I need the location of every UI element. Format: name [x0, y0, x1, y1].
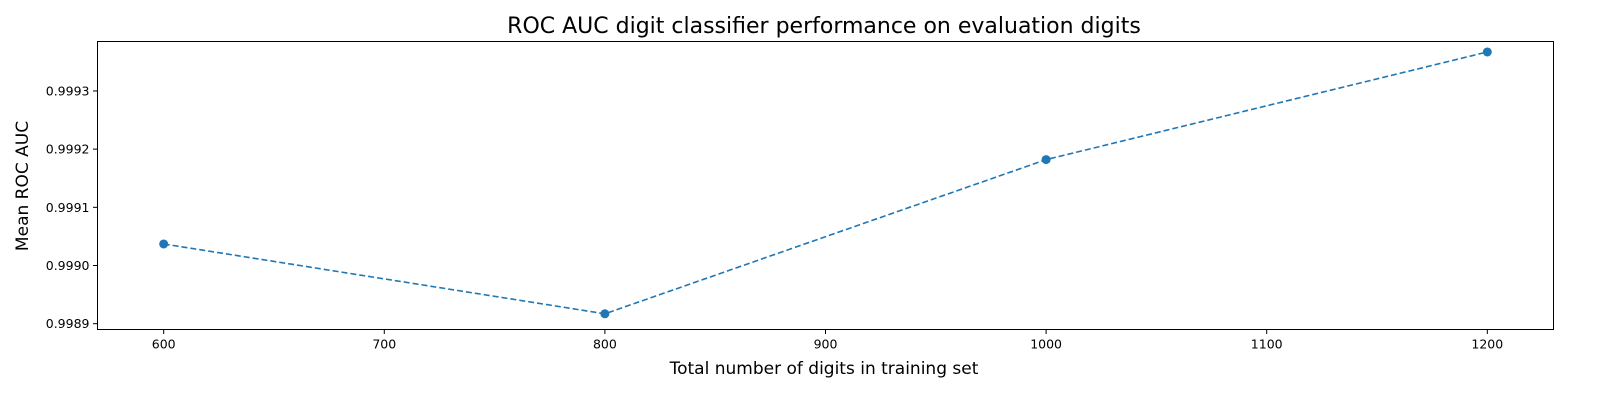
plot-frame — [97, 41, 1554, 330]
y-tick-label: 0.9989 — [46, 316, 90, 331]
data-point — [600, 309, 610, 319]
y-tick-label: 0.9993 — [46, 83, 90, 98]
x-tick-label: 1000 — [1030, 337, 1062, 352]
data-point — [1482, 47, 1492, 57]
data-point — [159, 239, 169, 249]
x-tick-label: 700 — [372, 337, 396, 352]
plot-area — [159, 47, 1492, 319]
x-tick-label: 900 — [814, 337, 838, 352]
x-tick-label: 600 — [152, 337, 176, 352]
y-tick-label: 0.9990 — [46, 258, 90, 273]
data-point — [1041, 155, 1051, 165]
series-line — [163, 51, 1488, 315]
y-tick-label: 0.9992 — [46, 142, 90, 157]
chart-title: ROC AUC digit classifier performance on … — [507, 14, 1141, 39]
y-tick-label: 0.9991 — [46, 200, 90, 215]
x-tick-label: 1100 — [1251, 337, 1283, 352]
x-tick-label: 800 — [593, 337, 617, 352]
x-axis-label: Total number of digits in training set — [669, 359, 979, 379]
x-tick-label: 1200 — [1471, 337, 1503, 352]
y-axis-label: Mean ROC AUC — [13, 121, 33, 251]
